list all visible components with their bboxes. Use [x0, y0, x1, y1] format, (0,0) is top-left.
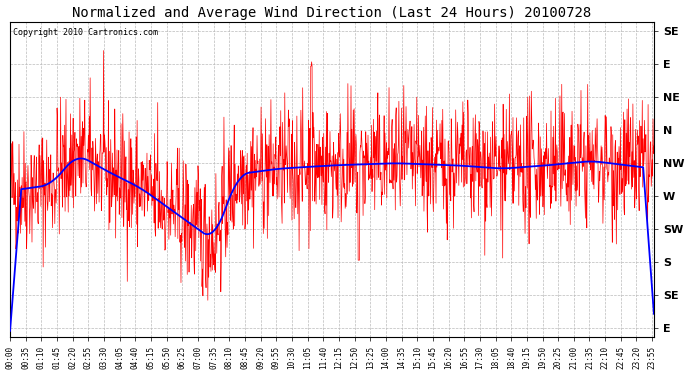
- Title: Normalized and Average Wind Direction (Last 24 Hours) 20100728: Normalized and Average Wind Direction (L…: [72, 6, 591, 20]
- Text: Copyright 2010 Cartronics.com: Copyright 2010 Cartronics.com: [13, 28, 158, 38]
